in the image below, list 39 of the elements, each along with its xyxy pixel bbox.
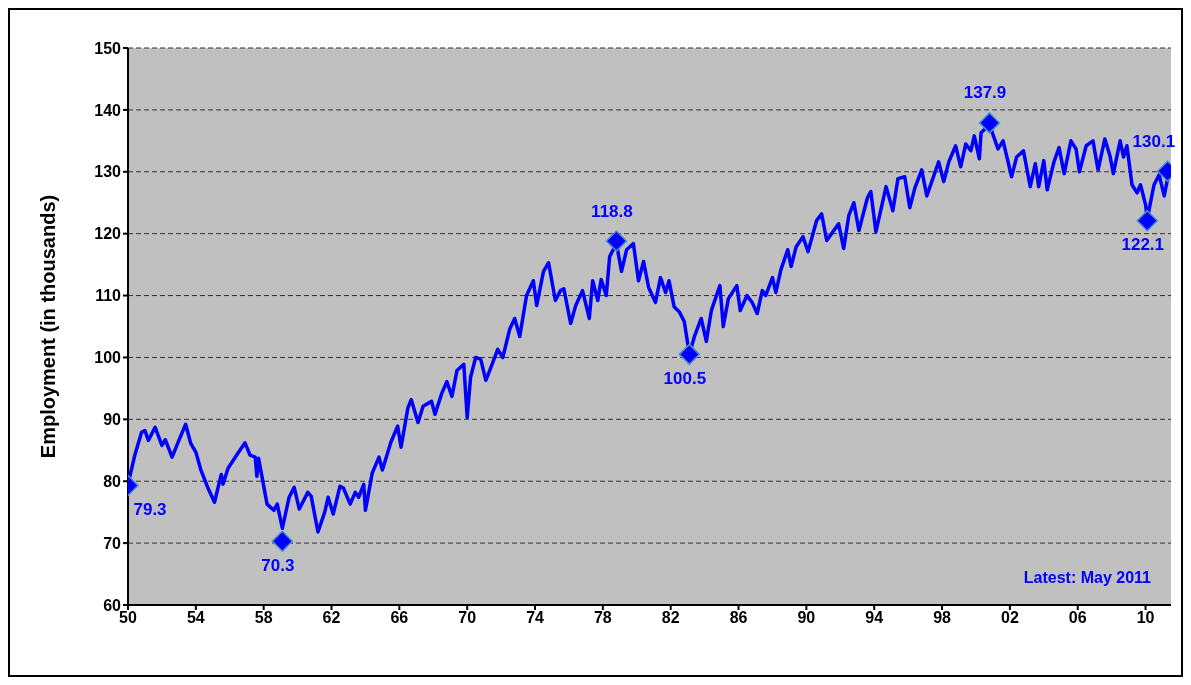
point xyxy=(605,230,628,252)
point xyxy=(1136,209,1159,232)
x-tick-label: 70 xyxy=(458,609,477,627)
y-tick-label: 100 xyxy=(94,349,122,367)
data-label: 70.3 xyxy=(261,555,295,575)
y-tick-label: 80 xyxy=(103,472,122,490)
y-tick-label: 90 xyxy=(103,411,122,429)
data-label: 130.1 xyxy=(1132,131,1176,151)
point xyxy=(978,112,1001,134)
y-tick-label: 110 xyxy=(95,287,122,305)
point xyxy=(271,530,294,552)
y-tick-label: 140 xyxy=(94,101,122,119)
y-tick-label: 120 xyxy=(94,225,122,243)
x-tick-label: 74 xyxy=(526,609,545,627)
x-tick-label: 50 xyxy=(119,609,137,627)
x-tick-label: 86 xyxy=(729,609,748,627)
data-label: 100.5 xyxy=(663,368,707,388)
y-axis-title: Employment (in thousands) xyxy=(37,194,60,459)
x-tick-label: 82 xyxy=(661,609,680,627)
data-label: 137.9 xyxy=(963,83,1007,103)
x-tick-label: 90 xyxy=(797,609,816,627)
x-tick-label: 98 xyxy=(933,609,952,627)
y-tick-label: 150 xyxy=(94,39,122,57)
x-tick-label: 62 xyxy=(322,609,341,627)
y-tick-label: 130 xyxy=(94,163,122,181)
x-tick-label: 02 xyxy=(1000,609,1019,627)
data-label: 118.8 xyxy=(591,201,633,221)
y-tick-label: 70 xyxy=(103,534,122,552)
point xyxy=(678,343,701,366)
annotation: Latest: May 2011 xyxy=(1023,569,1151,587)
x-tick-label: 54 xyxy=(186,609,205,627)
x-tick-label: 06 xyxy=(1068,609,1087,627)
data-label: 79.3 xyxy=(133,500,167,520)
x-tick-label: 66 xyxy=(390,609,409,627)
x-tick-label: 10 xyxy=(1136,609,1155,627)
x-tick-label: 78 xyxy=(593,609,612,627)
x-tick-label: 58 xyxy=(254,609,273,627)
x-tick-label: 94 xyxy=(865,609,884,627)
data-label: 122.1 xyxy=(1121,235,1165,255)
